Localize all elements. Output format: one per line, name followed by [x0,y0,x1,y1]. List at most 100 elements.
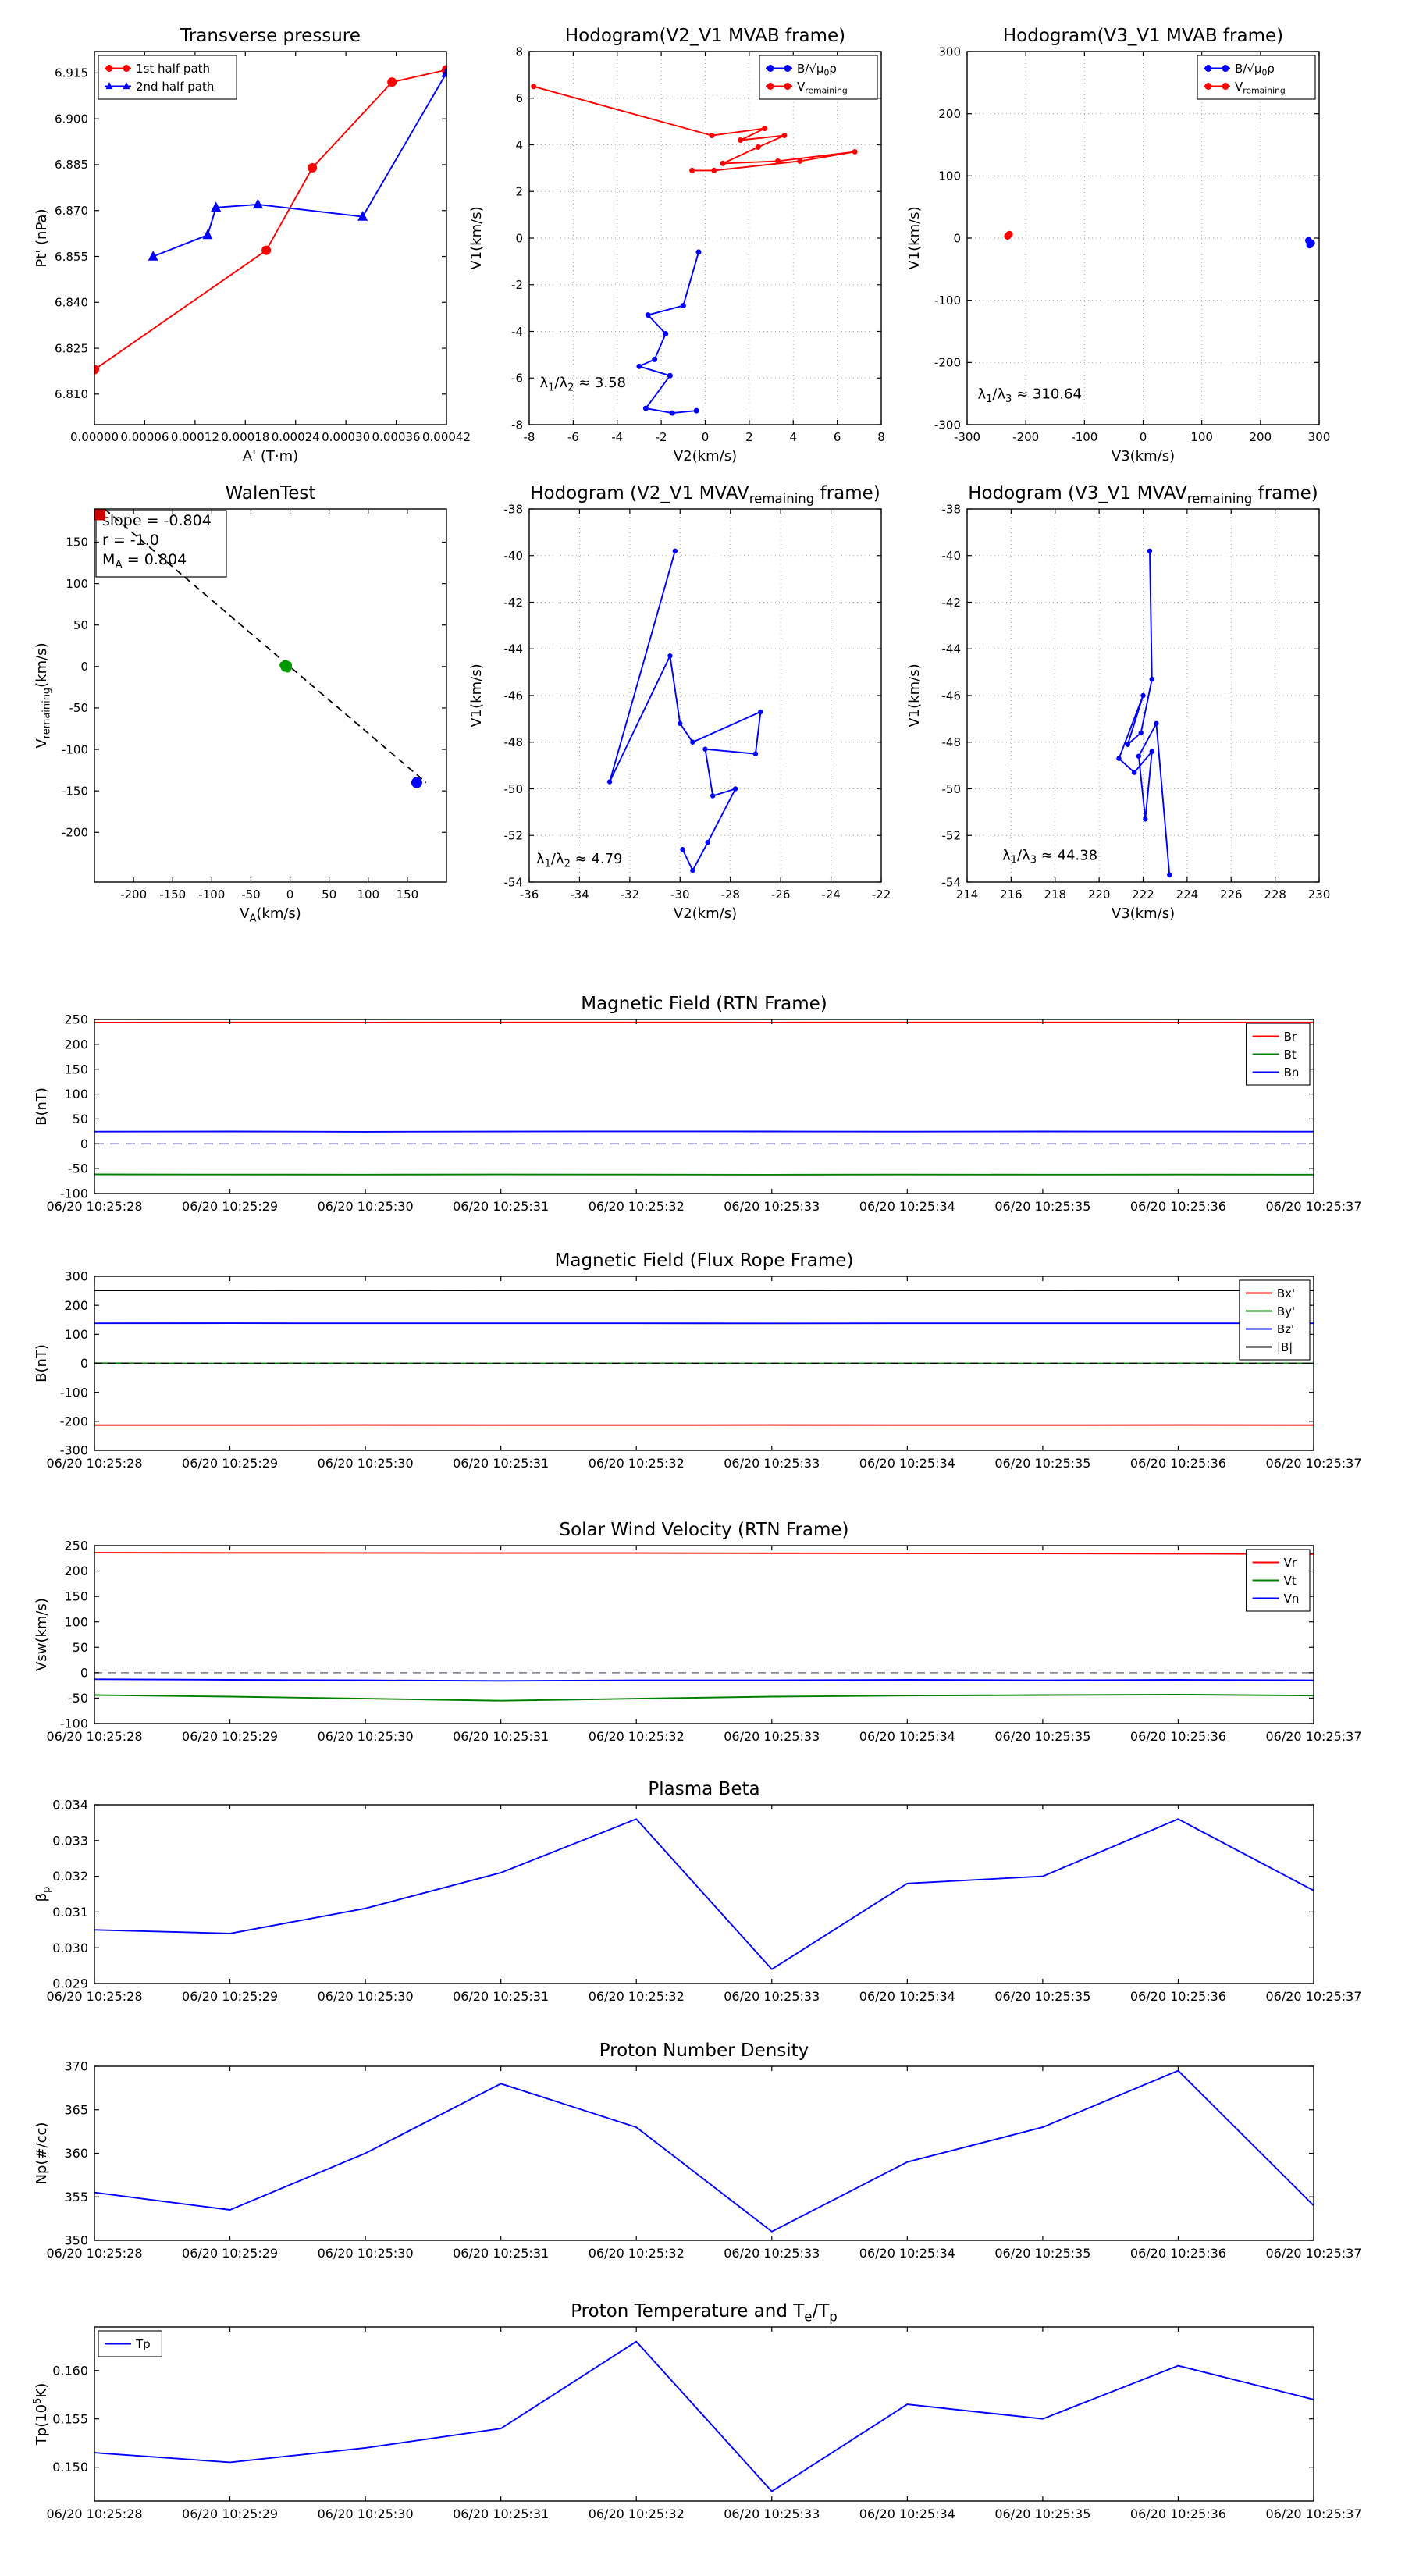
y-tick-label: 4 [515,138,523,152]
x-tick-label: 230 [1308,888,1331,902]
series-Vn [94,1678,1314,1682]
stats-line: slope = -0.804 [102,512,212,529]
x-tick-label: 224 [1176,888,1199,902]
y-axis-label: βp [34,1887,52,1902]
annotation: λ1/λ2 ≈ 4.79 [536,851,622,870]
x-tick-label: -4 [611,430,623,444]
x-tick-label: -32 [621,888,640,902]
axes-frame [94,508,447,883]
chart-bfield-fluxrope: 06/20 10:25:28 06/20 10:25:29 06/20 10:25:… [34,1251,1362,1471]
x-tick-label: 06/20 10:25:34 [859,1456,955,1471]
x-tick-label: 100 [1190,430,1213,444]
x-tick-label: 06/20 10:25:32 [589,1989,685,2004]
y-tick-label: 6.825 [55,341,88,355]
series-group [94,65,447,375]
chart-title: Transverse pressure [180,26,361,46]
chart-title: Magnetic Field (RTN Frame) [581,994,827,1014]
chart-hodogram-v3v1-mvav: 214 216 218 220 222 224 226 228 230 -54 -52 -50 -48 -… [906,483,1330,922]
chart-title: Hodogram (V2_V1 MVAVremaining frame) [530,483,880,507]
x-tick-label: 214 [956,888,979,902]
axes-frame [94,1804,1314,1984]
series-group [94,1818,1314,1970]
series-Np [94,2069,1314,2233]
y-tick-label: 365 [64,2102,88,2117]
series-group [1004,230,1315,249]
y-tick-label: -50 [942,782,962,796]
series-group [94,1552,1314,1702]
x-tick-label: 06/20 10:25:28 [46,1989,142,2004]
y-tick-label: 50 [73,618,88,632]
x-tick-label: -28 [720,888,740,902]
chart-title: Plasma Beta [648,1779,759,1799]
series-group [94,2069,1314,2233]
y-tick-label: 0 [80,1356,88,1371]
x-tick-label: -24 [821,888,841,902]
x-tick-label: 06/20 10:25:32 [589,1729,685,1744]
chart-title: Proton Temperature and Te/Tp [571,2301,838,2325]
annotation: λ1/λ2 ≈ 3.58 [540,375,626,393]
x-tick-label: 0.00042 [422,430,471,444]
y-tick-label: 150 [66,535,88,550]
x-tick-label: 06/20 10:25:30 [318,1456,414,1471]
y-tick-label: 0.032 [52,1869,88,1884]
legend-label: 1st half path [136,62,210,76]
x-tick-label: 06/20 10:25:32 [589,2507,685,2521]
series-group [1116,548,1172,878]
x-tick-label: -8 [524,430,535,444]
x-tick-label: -2 [656,430,667,444]
x-tick-label: 6 [834,430,841,444]
x-tick-label: 06/20 10:25:30 [318,1989,414,2004]
x-tick-label: 0 [702,430,710,444]
y-tick-label: -38 [942,502,962,516]
y-tick-label: -300 [60,1443,88,1458]
x-tick-label: 06/20 10:25:37 [1265,1989,1361,2004]
x-tick-label: 216 [1000,888,1023,902]
y-tick-label: 6.855 [55,250,88,264]
y-axis-label: Tp(105K) [32,2383,50,2446]
x-tick-label: 06/20 10:25:35 [994,1199,1090,1214]
legend-label: Tp [135,2337,151,2351]
y-tick-label: -46 [504,688,524,703]
y-tick-label: -44 [504,642,524,656]
axes-frame [94,51,447,425]
y-tick-label: 0.031 [52,1905,88,1920]
x-axis-label: V3(km/s) [1112,906,1175,922]
x-tick-label: 150 [397,888,419,902]
chart-hodogram-v3v1-mvab: -300 -200 -100 0 100 200 300 -300 -200 -100 0 100 20… [906,26,1330,464]
x-tick-label: 06/20 10:25:32 [589,1199,685,1214]
y-tick-label: 300 [938,44,961,59]
y-tick-label: 0.155 [52,2411,88,2426]
x-tick-label: -22 [872,888,891,902]
x-tick-label: -26 [771,888,791,902]
y-tick-label: 250 [64,1012,88,1027]
y-tick-label: -8 [511,418,523,432]
x-tick-label: 06/20 10:25:36 [1130,2246,1226,2261]
series-1st half path [94,65,447,375]
x-tick-label: 0.00036 [372,430,421,444]
x-axis-label: VA(km/s) [240,906,301,924]
y-tick-label: 0.033 [52,1833,88,1848]
x-tick-label: -30 [670,888,690,902]
x-tick-label: 06/20 10:25:33 [724,1456,820,1471]
y-axis-label: V1(km/s) [906,206,923,269]
y-tick-label: -200 [60,1414,88,1429]
y-axis-label: B(nT) [34,1087,50,1126]
legend: Tp [98,2330,162,2357]
y-tick-label: 0 [80,1137,88,1151]
x-tick-label: 06/20 10:25:29 [182,2507,278,2521]
x-tick-label: 06/20 10:25:31 [453,1729,549,1744]
y-tick-label: 0.160 [52,2363,88,2378]
x-tick-label: 8 [877,430,885,444]
x-tick-label: 06/20 10:25:37 [1265,1456,1361,1471]
series-cluster [279,660,293,673]
x-tick-label: 06/20 10:25:29 [182,1456,278,1471]
x-tick-label: 06/20 10:25:37 [1265,2507,1361,2521]
series-Tp [94,2340,1314,2492]
legend-label: B/√μ0ρ [1235,62,1275,78]
y-tick-label: 355 [64,2190,88,2204]
x-tick-label: 06/20 10:25:31 [453,2246,549,2261]
x-tick-label: 218 [1044,888,1066,902]
x-tick-label: 06/20 10:25:36 [1130,1199,1226,1214]
